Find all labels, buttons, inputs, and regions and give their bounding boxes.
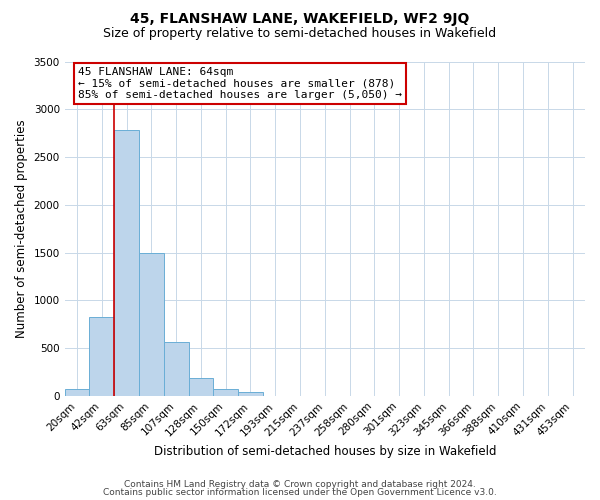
Y-axis label: Number of semi-detached properties: Number of semi-detached properties [15,120,28,338]
Bar [114,130,139,396]
Bar [164,342,188,396]
Bar [139,252,164,396]
Text: 45, FLANSHAW LANE, WAKEFIELD, WF2 9JQ: 45, FLANSHAW LANE, WAKEFIELD, WF2 9JQ [130,12,470,26]
Text: Contains HM Land Registry data © Crown copyright and database right 2024.: Contains HM Land Registry data © Crown c… [124,480,476,489]
Bar [214,389,238,396]
Text: Size of property relative to semi-detached houses in Wakefield: Size of property relative to semi-detach… [103,28,497,40]
X-axis label: Distribution of semi-detached houses by size in Wakefield: Distribution of semi-detached houses by … [154,444,496,458]
Bar [65,389,89,396]
Bar [188,378,214,396]
Text: 45 FLANSHAW LANE: 64sqm
← 15% of semi-detached houses are smaller (878)
85% of s: 45 FLANSHAW LANE: 64sqm ← 15% of semi-de… [77,66,401,100]
Bar [238,392,263,396]
Text: Contains public sector information licensed under the Open Government Licence v3: Contains public sector information licen… [103,488,497,497]
Bar [89,316,114,396]
